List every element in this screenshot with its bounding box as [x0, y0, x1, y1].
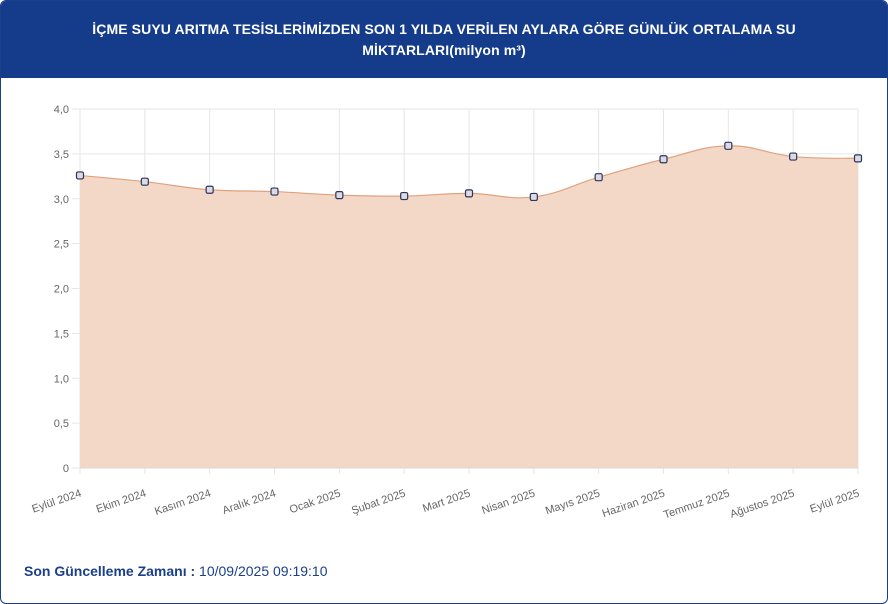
- data-point: [464, 189, 474, 198]
- x-tick-label: Temmuz 2025: [662, 487, 731, 521]
- chart-area: 0 0,5 1,0 1,5 2,0 2,5 3,0 3,5 4,0 Eylül 2024 Ekim …: [1, 79, 887, 529]
- x-tick-label: Aralık 2024: [221, 487, 278, 516]
- y-tick-label: 2,0: [54, 284, 69, 296]
- data-point: [335, 191, 344, 200]
- data-point: [270, 187, 279, 196]
- x-tick-label: Eylül 2025: [808, 487, 860, 515]
- y-tick-label: 3,0: [54, 194, 69, 206]
- data-point: [853, 154, 863, 163]
- y-tick-label: 0,5: [54, 418, 69, 430]
- y-tick-label: 0: [63, 463, 69, 475]
- data-point: [659, 155, 668, 164]
- x-tick-label: Mayıs 2025: [544, 487, 602, 517]
- y-tick-label: 1,5: [54, 328, 69, 340]
- line-area-chart: 0 0,5 1,0 1,5 2,0 2,5 3,0 3,5 4,0 Eylül 2024 Ekim …: [30, 104, 863, 521]
- y-tick-label: 3,5: [54, 149, 69, 161]
- data-point: [529, 192, 538, 202]
- last-update: Son Güncelleme Zamanı : 10/09/2025 09:19…: [24, 563, 328, 579]
- last-update-value: 10/09/2025 09:19:10: [199, 563, 328, 579]
- data-point: [400, 191, 409, 201]
- chart-title: İÇME SUYU ARITMA TESİSLERİMİZDEN SON 1 Y…: [92, 20, 796, 58]
- chart-header: İÇME SUYU ARITMA TESİSLERİMİZDEN SON 1 Y…: [1, 1, 887, 78]
- x-tick-label: Mart 2025: [421, 487, 472, 514]
- data-point: [140, 177, 149, 186]
- y-tick-label: 2,5: [54, 239, 69, 251]
- x-tick-label: Kasım 2024: [153, 487, 212, 517]
- last-update-label: Son Güncelleme Zamanı :: [24, 563, 196, 579]
- data-point: [594, 173, 603, 182]
- data-point: [205, 185, 214, 194]
- data-point: [789, 152, 798, 161]
- data-point: [75, 171, 85, 180]
- data-point: [724, 141, 733, 150]
- y-tick-label: 1,0: [54, 373, 69, 385]
- x-tick-label: Ağustos 2025: [729, 487, 797, 520]
- x-tick-label: Eylül 2024: [30, 487, 82, 515]
- x-tick-label: Şubat 2025: [350, 487, 407, 517]
- x-tick-label: Ocak 2025: [288, 487, 342, 516]
- x-tick-label: Haziran 2025: [601, 487, 667, 520]
- x-tick-label: Ekim 2024: [95, 487, 148, 515]
- y-tick-label: 4,0: [54, 104, 69, 116]
- x-tick-label: Nisan 2025: [480, 487, 537, 516]
- series-area: [80, 145, 858, 468]
